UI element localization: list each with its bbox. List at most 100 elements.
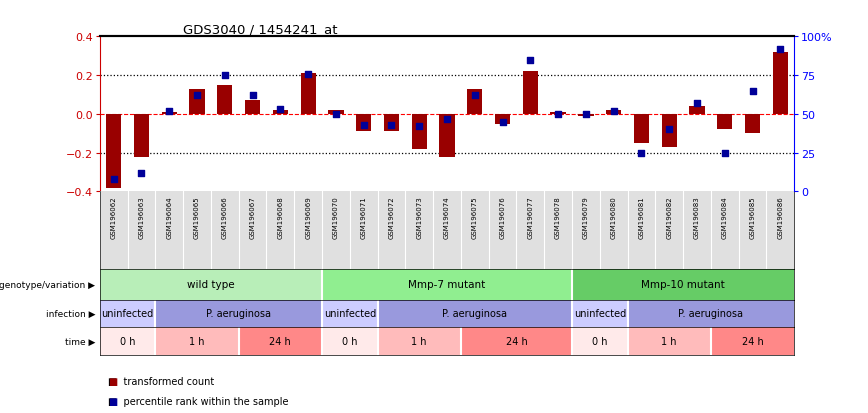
Text: GSM196084: GSM196084 [722,196,727,238]
Bar [572,269,794,300]
Text: time ▶: time ▶ [65,337,95,346]
Point [162,108,176,115]
Bar [106,114,122,188]
Text: GSM196062: GSM196062 [111,196,116,238]
Text: GSM196064: GSM196064 [167,196,172,238]
Point [746,88,760,95]
Bar [461,328,572,355]
Text: Mmp-10 mutant: Mmp-10 mutant [641,280,725,290]
Point [468,93,482,99]
Text: uninfected: uninfected [324,309,376,319]
Bar [300,74,316,114]
Bar [572,328,628,355]
Text: P. aeruginosa: P. aeruginosa [443,309,507,319]
Bar [384,114,399,132]
Point [607,108,621,115]
Point [690,100,704,107]
Text: GSM196068: GSM196068 [278,196,283,239]
Bar [322,300,378,328]
Point [329,111,343,118]
Text: GSM196066: GSM196066 [222,196,227,239]
Text: GSM196079: GSM196079 [583,196,589,239]
Point [662,127,676,133]
Text: 24 h: 24 h [741,336,764,347]
Bar [550,113,566,114]
Text: wild type: wild type [187,280,234,290]
Text: ■  percentile rank within the sample: ■ percentile rank within the sample [108,396,289,406]
Point [496,119,510,126]
Text: 1 h: 1 h [661,336,677,347]
Text: uninfected: uninfected [102,309,154,319]
Text: ■: ■ [108,396,118,406]
Text: GSM196086: GSM196086 [778,196,783,239]
Point [357,122,371,129]
Text: GSM196067: GSM196067 [250,196,255,239]
Point [773,46,787,53]
Bar [322,328,378,355]
Text: GSM196080: GSM196080 [611,196,616,239]
Text: 1 h: 1 h [189,336,205,347]
Bar [273,111,288,114]
Text: GSM196070: GSM196070 [333,196,339,239]
Text: 24 h: 24 h [269,336,292,347]
Bar [155,300,322,328]
Text: 24 h: 24 h [505,336,528,347]
Point [579,111,593,118]
Point [273,107,287,113]
Text: GSM196076: GSM196076 [500,196,505,239]
Bar [411,114,427,150]
Text: ■: ■ [108,376,118,386]
Text: GSM196072: GSM196072 [389,196,394,238]
Text: uninfected: uninfected [574,309,626,319]
Point [523,57,537,64]
Text: GSM196074: GSM196074 [444,196,450,238]
Bar [100,269,322,300]
Text: infection ▶: infection ▶ [46,309,95,318]
Bar [100,328,155,355]
Point [218,73,232,79]
Text: GSM196063: GSM196063 [139,196,144,239]
Text: GSM196075: GSM196075 [472,196,477,238]
Bar [628,300,794,328]
Bar [245,101,260,114]
Point [718,150,732,157]
Text: GSM196073: GSM196073 [417,196,422,239]
Bar [328,111,344,114]
Text: GSM196085: GSM196085 [750,196,755,238]
Point [385,122,398,129]
Bar [628,328,711,355]
Point [301,71,315,78]
Text: Mmp-7 mutant: Mmp-7 mutant [409,280,485,290]
Text: 0 h: 0 h [120,336,135,347]
Bar [378,300,572,328]
Text: GSM196071: GSM196071 [361,196,366,239]
Text: GSM196083: GSM196083 [694,196,700,239]
Text: GSM196065: GSM196065 [194,196,200,238]
Text: GDS3040 / 1454241_at: GDS3040 / 1454241_at [183,23,338,36]
Point [246,93,260,99]
Text: GSM196081: GSM196081 [639,196,644,239]
Bar [523,72,538,114]
Text: ■  transformed count: ■ transformed count [108,376,214,386]
Bar [606,111,621,114]
Bar [711,328,794,355]
Point [135,170,148,177]
Bar [356,114,372,132]
Text: P. aeruginosa: P. aeruginosa [207,309,271,319]
Point [635,150,648,157]
Bar [661,114,677,147]
Bar [161,113,177,114]
Point [190,93,204,99]
Bar [689,107,705,114]
Text: GSM196078: GSM196078 [556,196,561,239]
Text: 0 h: 0 h [592,336,608,347]
Point [412,123,426,130]
Text: 0 h: 0 h [342,336,358,347]
Bar [439,114,455,157]
Bar [572,300,628,328]
Text: genotype/variation ▶: genotype/variation ▶ [0,280,95,289]
Bar [322,269,572,300]
Text: GSM196082: GSM196082 [667,196,672,238]
Bar [134,114,149,157]
Bar [745,114,760,134]
